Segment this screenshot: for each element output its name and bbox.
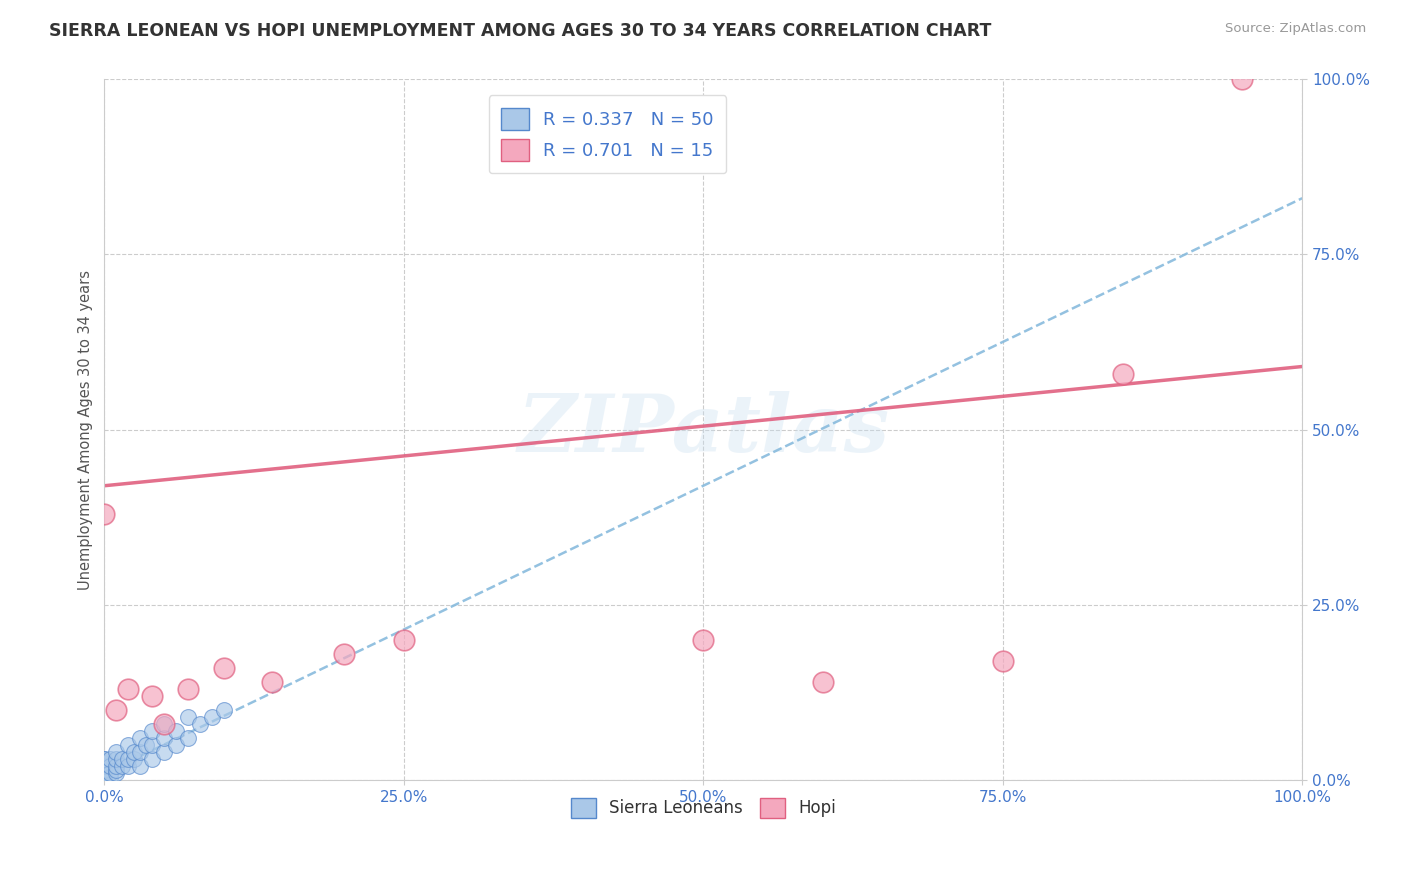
- Point: [93, 756, 115, 770]
- Point: [93, 770, 115, 784]
- Point: [93, 766, 115, 780]
- Point: [124, 752, 146, 766]
- Point: [153, 717, 176, 731]
- Point: [165, 738, 187, 752]
- Point: [98, 770, 121, 784]
- Point: [124, 745, 146, 759]
- Point: [98, 752, 121, 766]
- Point: [93, 752, 115, 766]
- Point: [105, 766, 128, 780]
- Point: [117, 682, 139, 697]
- Point: [141, 738, 163, 752]
- Point: [93, 752, 115, 766]
- Point: [153, 731, 176, 746]
- Point: [165, 724, 187, 739]
- Point: [1232, 72, 1254, 87]
- Point: [93, 766, 115, 780]
- Point: [117, 752, 139, 766]
- Point: [135, 738, 157, 752]
- Point: [177, 682, 200, 697]
- Point: [93, 773, 115, 788]
- Point: [141, 752, 163, 766]
- Legend: Sierra Leoneans, Hopi: Sierra Leoneans, Hopi: [564, 791, 842, 824]
- Y-axis label: Unemployment Among Ages 30 to 34 years: Unemployment Among Ages 30 to 34 years: [79, 269, 93, 590]
- Point: [811, 675, 834, 690]
- Point: [93, 766, 115, 780]
- Point: [93, 770, 115, 784]
- Text: Source: ZipAtlas.com: Source: ZipAtlas.com: [1226, 22, 1367, 36]
- Text: ZIPatlas: ZIPatlas: [517, 391, 890, 468]
- Point: [117, 738, 139, 752]
- Point: [129, 745, 152, 759]
- Point: [129, 731, 152, 746]
- Point: [692, 633, 714, 648]
- Point: [212, 703, 235, 717]
- Point: [153, 717, 176, 731]
- Point: [201, 710, 224, 724]
- Point: [188, 717, 211, 731]
- Point: [1111, 367, 1133, 381]
- Point: [117, 759, 139, 773]
- Point: [93, 773, 115, 788]
- Point: [212, 661, 235, 675]
- Point: [177, 710, 200, 724]
- Point: [93, 773, 115, 788]
- Point: [98, 766, 121, 780]
- Point: [105, 759, 128, 773]
- Point: [153, 745, 176, 759]
- Point: [141, 689, 163, 703]
- Point: [105, 745, 128, 759]
- Point: [93, 773, 115, 788]
- Point: [141, 724, 163, 739]
- Point: [333, 647, 356, 661]
- Point: [177, 731, 200, 746]
- Point: [111, 759, 134, 773]
- Point: [93, 507, 115, 521]
- Point: [105, 763, 128, 777]
- Point: [392, 633, 415, 648]
- Point: [991, 654, 1014, 668]
- Point: [93, 759, 115, 773]
- Point: [129, 759, 152, 773]
- Point: [262, 675, 284, 690]
- Point: [98, 759, 121, 773]
- Point: [111, 752, 134, 766]
- Point: [105, 752, 128, 766]
- Point: [93, 759, 115, 773]
- Point: [93, 773, 115, 788]
- Text: SIERRA LEONEAN VS HOPI UNEMPLOYMENT AMONG AGES 30 TO 34 YEARS CORRELATION CHART: SIERRA LEONEAN VS HOPI UNEMPLOYMENT AMON…: [49, 22, 991, 40]
- Point: [105, 703, 128, 717]
- Point: [93, 773, 115, 788]
- Point: [93, 763, 115, 777]
